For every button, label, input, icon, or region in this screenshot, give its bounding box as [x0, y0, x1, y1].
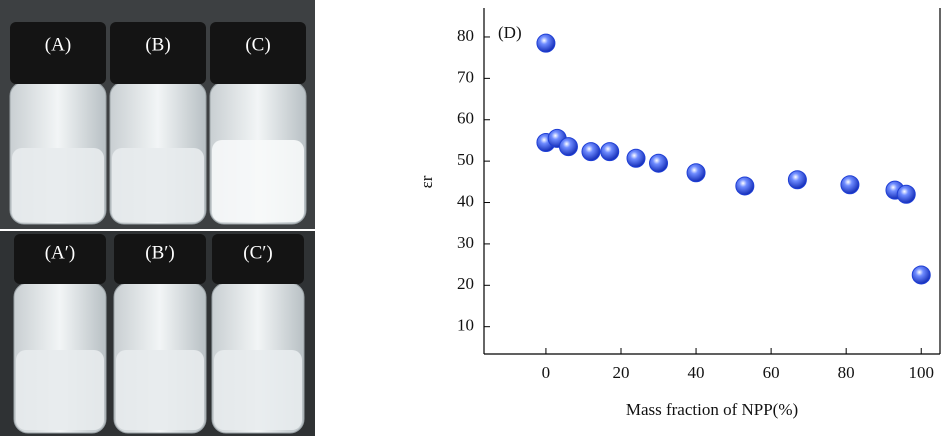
- y-axis-label: εr: [417, 175, 436, 188]
- data-point: [582, 143, 600, 161]
- vial-label: (C′): [243, 242, 272, 263]
- x-tick-label: 20: [612, 363, 629, 382]
- x-tick-label: 40: [688, 363, 705, 382]
- data-point: [736, 177, 754, 195]
- panel-label: (D): [498, 23, 522, 42]
- y-tick-label: 40: [457, 191, 474, 210]
- data-point: [601, 143, 619, 161]
- data-point: [841, 176, 859, 194]
- data-point: [627, 149, 645, 167]
- data-point: [537, 34, 555, 52]
- vial-label: (B′): [145, 242, 174, 263]
- x-tick-label: 0: [542, 363, 551, 382]
- vial-label: (C): [245, 34, 270, 55]
- data-point: [897, 185, 915, 203]
- y-tick-label: 20: [457, 274, 474, 293]
- x-tick-label: 100: [908, 363, 934, 382]
- figure: (A) (B) (C) (A′) (B′) (C′) (D) Mass frac…: [0, 0, 941, 436]
- x-axis-label: Mass fraction of NPP(%): [626, 400, 798, 419]
- data-point: [788, 171, 806, 189]
- chart: (D) Mass fraction of NPP(%) εr 10 20 30 40 5…: [417, 8, 940, 419]
- vial-label: (A): [45, 34, 71, 55]
- x-tick-label: 60: [763, 363, 780, 382]
- y-tick-label: 30: [457, 233, 474, 252]
- data-point: [687, 164, 705, 182]
- y-tick-label: 10: [457, 316, 474, 335]
- y-tick-label: 60: [457, 109, 474, 128]
- data-point: [650, 154, 668, 172]
- y-tick-label: 50: [457, 150, 474, 169]
- y-tick-label: 80: [457, 26, 474, 45]
- x-tick-label: 80: [838, 363, 855, 382]
- photo: (A) (B) (C) (A′) (B′) (C′): [0, 0, 315, 436]
- vial-label: (B): [145, 34, 170, 55]
- data-point: [912, 266, 930, 284]
- y-tick-label: 70: [457, 67, 474, 86]
- data-point: [559, 138, 577, 156]
- vial-label: (A′): [45, 242, 76, 263]
